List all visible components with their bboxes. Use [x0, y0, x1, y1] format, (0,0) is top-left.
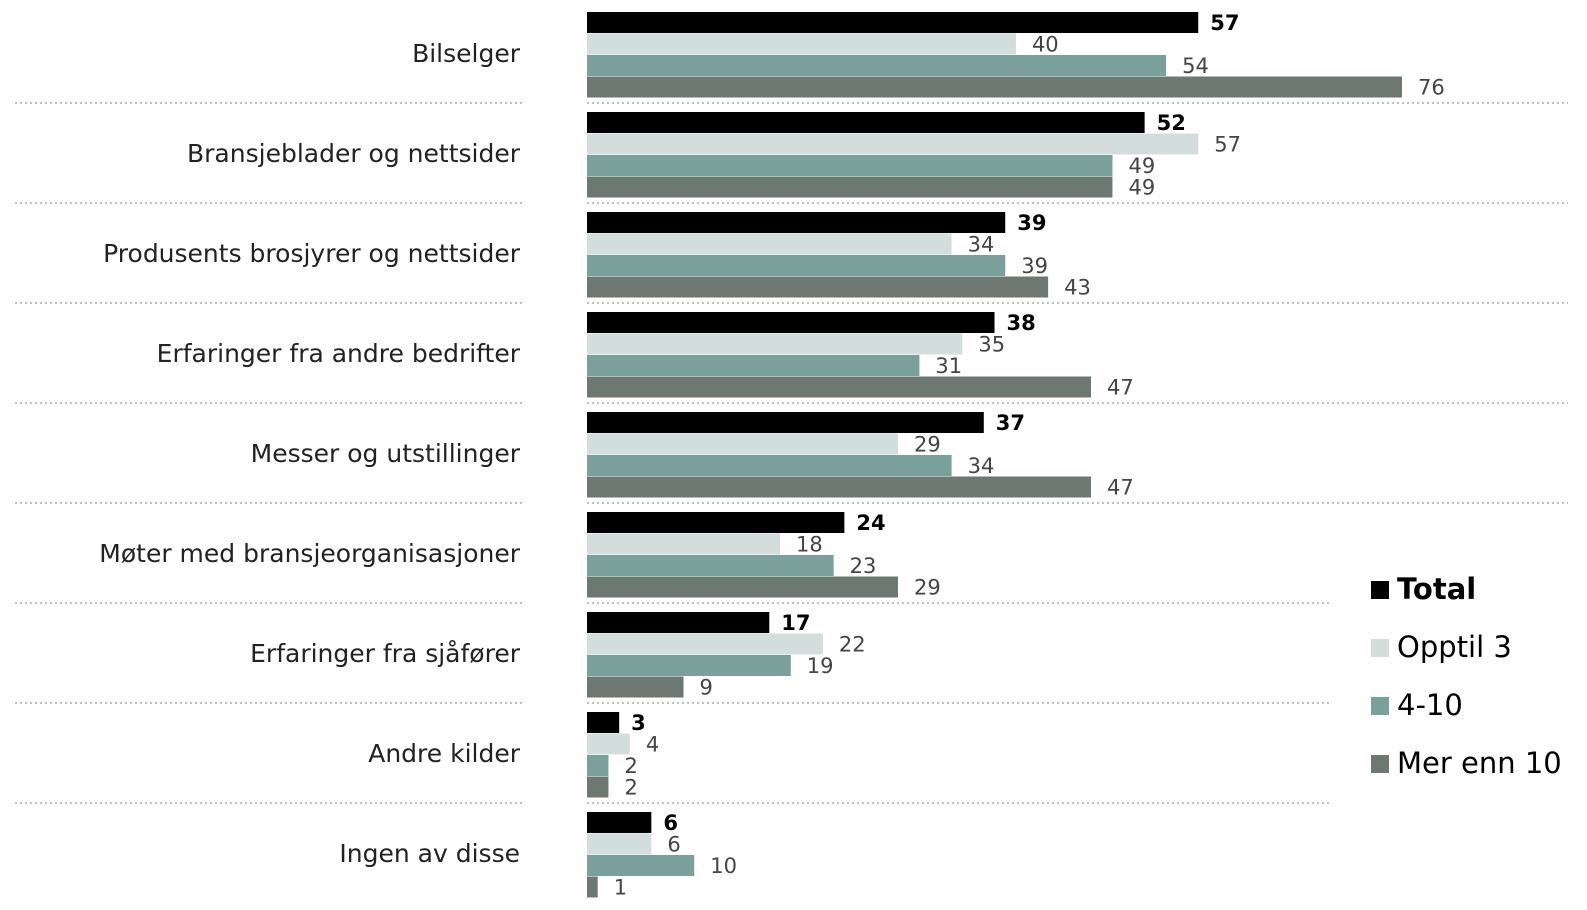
- bar: [587, 476, 1092, 498]
- value-label: 4: [646, 732, 659, 756]
- value-label: 24: [856, 511, 885, 535]
- bar: [587, 876, 598, 898]
- category-label: Møter med bransjeorganisasjoner: [99, 539, 520, 568]
- value-label: 29: [914, 575, 941, 599]
- bar: [587, 12, 1199, 33]
- bar: [587, 655, 791, 676]
- value-label: 49: [1128, 154, 1155, 178]
- bar: [587, 676, 684, 698]
- bar: [587, 755, 609, 776]
- bar: [587, 33, 1016, 55]
- bar: [587, 312, 995, 333]
- category-label: Bilselger: [412, 39, 521, 68]
- bar: [587, 555, 834, 576]
- value-label: 52: [1157, 111, 1186, 135]
- bar: [587, 233, 952, 255]
- category-label: Bransjeblader og nettsider: [187, 139, 521, 168]
- legend-label: Mer enn 10: [1397, 746, 1562, 780]
- bar: [587, 376, 1092, 398]
- bar: [587, 576, 898, 598]
- value-label: 22: [839, 632, 866, 656]
- bar: [587, 533, 781, 555]
- value-label: 57: [1214, 132, 1241, 156]
- category-label: Messer og utstillinger: [251, 439, 521, 468]
- bar: [587, 433, 898, 455]
- value-label: 57: [1210, 11, 1239, 35]
- bar: [587, 612, 770, 633]
- category-label: Erfaringer fra andre bedrifter: [157, 339, 521, 368]
- bar: [587, 76, 1402, 98]
- legend-label: Total: [1397, 572, 1476, 606]
- value-label: 40: [1032, 32, 1059, 56]
- legend-swatch: [1371, 639, 1389, 657]
- bar: [587, 133, 1199, 155]
- value-label: 43: [1064, 275, 1091, 299]
- bar: [587, 155, 1113, 176]
- bar: [587, 212, 1006, 233]
- bar: [587, 455, 952, 476]
- value-label: 17: [781, 611, 810, 635]
- value-label: 23: [850, 554, 877, 578]
- value-label: 1: [614, 875, 627, 899]
- legend-swatch: [1371, 755, 1389, 773]
- value-label: 6: [663, 811, 678, 835]
- value-label: 76: [1418, 75, 1445, 99]
- value-label: 35: [978, 332, 1005, 356]
- value-label: 54: [1182, 54, 1209, 78]
- legend-label: Opptil 3: [1397, 630, 1512, 664]
- bar: [587, 333, 963, 355]
- bar: [587, 412, 984, 433]
- bar: [587, 112, 1145, 133]
- category-label: Ingen av disse: [339, 839, 520, 868]
- value-label: 10: [710, 854, 737, 878]
- legend-label: 4-10: [1397, 688, 1463, 722]
- value-label: 47: [1107, 375, 1134, 399]
- value-label: 6: [667, 832, 680, 856]
- bar: [587, 833, 652, 855]
- value-label: 49: [1128, 175, 1155, 199]
- category-label: Erfaringer fra sjåfører: [250, 639, 521, 668]
- bar: [587, 712, 620, 733]
- bar: [587, 355, 920, 376]
- value-label: 47: [1107, 475, 1134, 499]
- legend-swatch: [1371, 697, 1389, 715]
- bar: [587, 55, 1167, 76]
- value-label: 18: [796, 532, 823, 556]
- value-label: 29: [914, 432, 941, 456]
- value-label: 39: [1021, 254, 1048, 278]
- bar: [587, 512, 845, 533]
- value-label: 31: [935, 354, 962, 378]
- value-label: 38: [1007, 311, 1036, 335]
- bar: [587, 733, 630, 755]
- bar: [587, 176, 1113, 198]
- legend-swatch: [1371, 581, 1389, 599]
- bar: [587, 633, 823, 655]
- value-label: 3: [631, 711, 646, 735]
- bar: [587, 855, 695, 876]
- value-label: 34: [968, 454, 995, 478]
- bar: [587, 812, 652, 833]
- value-label: 34: [968, 232, 995, 256]
- bar: [587, 276, 1049, 298]
- category-label: Andre kilder: [368, 739, 520, 768]
- value-label: 9: [700, 675, 713, 699]
- value-label: 2: [624, 754, 637, 778]
- value-label: 19: [807, 654, 834, 678]
- bar: [587, 255, 1006, 276]
- value-label: 2: [624, 775, 637, 799]
- category-label: Produsents brosjyrer og nettsider: [103, 239, 521, 268]
- value-label: 39: [1017, 211, 1046, 235]
- value-label: 37: [996, 411, 1025, 435]
- bar: [587, 776, 609, 798]
